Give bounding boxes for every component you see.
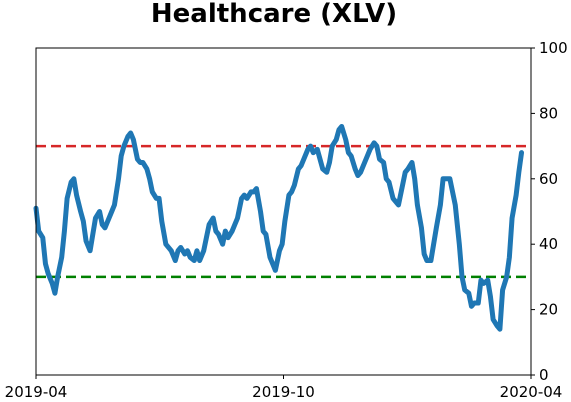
y-tick-label: 100 (539, 39, 568, 57)
y-tick-label: 20 (539, 301, 558, 319)
plot-area (33, 123, 531, 332)
axes: 0 20 40 60 80 100 2019-04 2019-10 2020-04 (5, 39, 568, 401)
chart-title: Healthcare (XLV) (151, 0, 397, 29)
x-tick-label: 2019-04 (5, 383, 68, 401)
x-tick-label: 2020-04 (500, 383, 563, 401)
x-tick-label: 2019-10 (252, 383, 315, 401)
y-tick-label: 80 (539, 104, 558, 122)
y-tick-label: 0 (539, 366, 549, 384)
y-tick-label: 60 (539, 170, 558, 188)
series-line-0 (33, 123, 525, 332)
y-tick-label: 40 (539, 235, 558, 253)
